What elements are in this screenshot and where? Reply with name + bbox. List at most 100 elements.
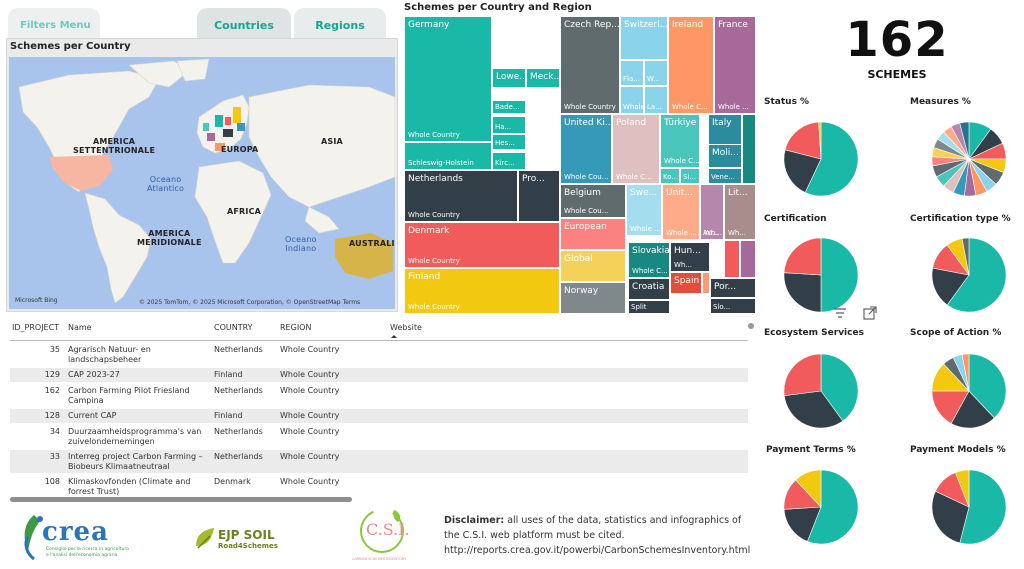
- world-map[interactable]: AMERICA SETTENTRIONALE EUROPA ASIA AFRIC…: [9, 57, 395, 309]
- pie-slice[interactable]: [968, 353, 1007, 419]
- treemap-tile[interactable]: W...: [644, 60, 668, 86]
- treemap-tile[interactable]: Pro...: [518, 170, 560, 222]
- treemap-tile[interactable]: Au... Wh...: [700, 184, 724, 240]
- table-row[interactable]: 108 Klimaskovfonden (Climate and forrest T…: [10, 475, 748, 498]
- treemap-tile[interactable]: Por...: [710, 278, 756, 298]
- treemap-tile[interactable]: La...: [644, 86, 668, 114]
- treemap-tile[interactable]: Global: [560, 250, 626, 282]
- treemap-tile[interactable]: Ha...: [492, 116, 526, 134]
- treemap-tile[interactable]: Ko...: [660, 168, 680, 184]
- treemap-tile[interactable]: Switzerl...: [620, 16, 668, 60]
- pie-slice[interactable]: [783, 237, 822, 276]
- pie-slice[interactable]: [795, 469, 822, 508]
- table-row[interactable]: 128 Current CAP Finland Whole Country: [10, 409, 748, 423]
- treemap-tile[interactable]: United Ki... Whole Cou...: [560, 114, 612, 184]
- treemap-tile[interactable]: European: [560, 218, 626, 250]
- col-header-id[interactable]: ID_PROJECT: [12, 323, 60, 332]
- treemap-tile[interactable]: Germany Whole Country: [404, 16, 492, 142]
- treemap-tile[interactable]: Meck...: [526, 68, 560, 88]
- pie-slice[interactable]: [784, 121, 822, 160]
- treemap-tile[interactable]: Fla...: [620, 60, 644, 86]
- pie-slice[interactable]: [959, 121, 970, 160]
- treemap-tile[interactable]: Slo...: [710, 298, 756, 314]
- treemap-tile[interactable]: Türkiye Whole C...: [660, 114, 700, 168]
- treemap-tile[interactable]: Hes...: [492, 134, 526, 150]
- vertical-scrollbar[interactable]: [748, 323, 754, 329]
- treemap-tile[interactable]: [740, 240, 756, 278]
- pie-chart[interactable]: [782, 236, 860, 314]
- treemap-tile[interactable]: Croatia: [628, 278, 670, 300]
- pie-slice[interactable]: [954, 469, 970, 508]
- focus-mode-icon[interactable]: [862, 305, 878, 321]
- pie-chart[interactable]: [930, 120, 1008, 198]
- col-header-country[interactable]: COUNTRY: [214, 323, 253, 332]
- sort-asc-icon[interactable]: [390, 334, 398, 339]
- col-header-region[interactable]: REGION: [280, 323, 312, 332]
- pie-chart[interactable]: [930, 352, 1008, 430]
- map-credits[interactable]: © 2025 TomTom, © 2025 Microsoft Corporat…: [139, 299, 361, 306]
- treemap-tile[interactable]: Poland Whole C...: [612, 114, 660, 184]
- treemap-tile[interactable]: Split: [628, 300, 670, 314]
- treemap-tile[interactable]: [742, 114, 756, 184]
- treemap-tile[interactable]: Spain: [670, 272, 702, 294]
- disclaimer-url[interactable]: http://reports.crea.gov.it/powerbi/Carbo…: [444, 545, 751, 556]
- table-row[interactable]: 162 Carbon Farming Pilot Friesland Campina…: [10, 384, 748, 407]
- treemap-tile[interactable]: Kirc...: [492, 152, 526, 170]
- pie-slice[interactable]: [961, 237, 970, 276]
- treemap-tile[interactable]: Denmark Whole Country: [404, 222, 560, 268]
- pie-slice[interactable]: [820, 353, 859, 422]
- pie-slice[interactable]: [959, 469, 1007, 545]
- pie-chart[interactable]: [782, 352, 860, 430]
- pie-slice[interactable]: [950, 390, 995, 429]
- treemap-tile[interactable]: Finland Whole Country: [404, 268, 560, 314]
- treemap-tile[interactable]: Unit... Whole ...: [662, 184, 700, 240]
- pie-slice[interactable]: [804, 121, 859, 197]
- filter-icon[interactable]: [832, 305, 848, 321]
- treemap-tile[interactable]: Moli...: [708, 144, 742, 168]
- tab-regions[interactable]: Regions: [294, 8, 386, 42]
- treemap-tile[interactable]: Bade...: [492, 100, 526, 114]
- treemap-tile[interactable]: [702, 272, 710, 294]
- table-row[interactable]: 35 Agrarisch Natuur- en landschapsbeheer Ne…: [10, 343, 748, 366]
- pie-slice[interactable]: [931, 267, 970, 306]
- table-row[interactable]: 129 CAP 2023-27 Finland Whole Country: [10, 368, 748, 382]
- treemap-tile[interactable]: Norway: [560, 282, 626, 314]
- treemap-tile[interactable]: Netherlands Whole Country: [404, 170, 518, 222]
- treemap-tile[interactable]: [724, 240, 740, 278]
- table-row[interactable]: 34 Duurzaamheidsprogramma's van zuivelonde…: [10, 425, 748, 448]
- pie-slice[interactable]: [820, 237, 859, 313]
- treemap-tile[interactable]: Belgium Whole Cou...: [560, 184, 626, 218]
- treemap-tile[interactable]: Czech Rep... Whole Country: [560, 16, 620, 114]
- col-header-name[interactable]: Name: [68, 323, 92, 332]
- pie-slice[interactable]: [783, 506, 822, 542]
- col-header-website[interactable]: Website: [390, 323, 422, 332]
- treemap-tile[interactable]: Lit... Wh...: [724, 184, 756, 240]
- treemap-tile[interactable]: Whole C...: [620, 86, 644, 114]
- treemap-tile[interactable]: Hun... Wh...: [670, 242, 710, 272]
- pie-slice[interactable]: [783, 390, 844, 429]
- treemap-tile[interactable]: France Whole ...: [714, 16, 756, 114]
- treemap-tile[interactable]: Ireland Whole C...: [668, 16, 714, 114]
- treemap-tile[interactable]: Si...: [680, 168, 700, 184]
- tab-filters-menu[interactable]: Filters Menu: [8, 8, 100, 42]
- treemap-tile[interactable]: Swe... Whole ...: [626, 184, 662, 236]
- tab-countries[interactable]: Countries: [197, 8, 291, 42]
- pie-slice[interactable]: [806, 469, 859, 545]
- pie-slice[interactable]: [931, 490, 970, 544]
- pie-chart[interactable]: [930, 236, 1008, 314]
- pie-slice[interactable]: [783, 353, 822, 396]
- treemap-tile[interactable]: Lowe...: [492, 68, 526, 88]
- pie-slice[interactable]: [783, 272, 822, 313]
- treemap-tile[interactable]: Slovakia Whole C...: [628, 242, 670, 278]
- horizontal-scrollbar[interactable]: [10, 497, 352, 502]
- pie-slice[interactable]: [783, 149, 822, 193]
- pie-chart[interactable]: [782, 468, 860, 546]
- treemap-tile[interactable]: Vene...: [708, 168, 742, 184]
- treemap-tile[interactable]: Schleswig-Holstein: [404, 142, 492, 170]
- pie-slice[interactable]: [961, 353, 970, 392]
- pie-chart[interactable]: [930, 468, 1008, 546]
- table-row[interactable]: 33 Interreg project Carbon Farming – Biobe…: [10, 450, 748, 473]
- pie-chart[interactable]: [782, 120, 860, 198]
- pie-slice[interactable]: [946, 237, 1007, 313]
- pie-slice[interactable]: [818, 121, 822, 160]
